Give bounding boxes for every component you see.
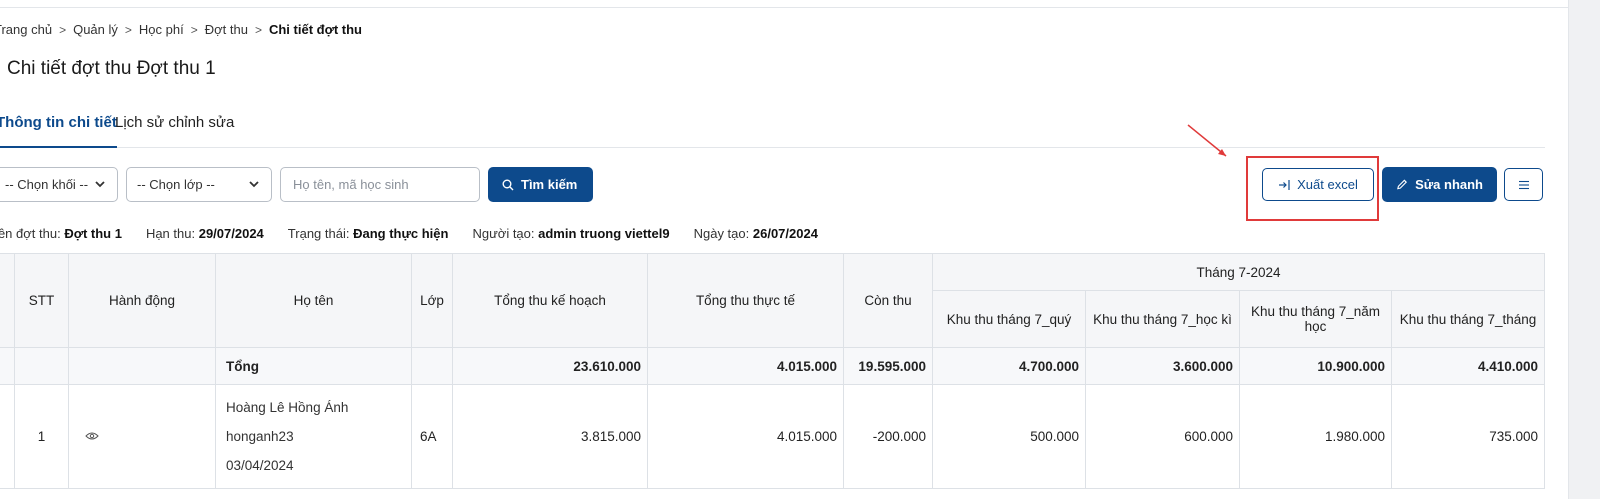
- info-created-value: 26/07/2024: [752, 226, 818, 241]
- grade-select-value: -- Chọn khối --: [5, 177, 89, 192]
- table-row: 1 Hoàng Lê Hồng Ánh honganh23 03/04/2024…: [0, 384, 1545, 489]
- info-creator-label: Người tạo:: [472, 226, 535, 241]
- grade-select[interactable]: -- Chọn khối --: [0, 167, 118, 202]
- row-student-username: honganh23: [226, 429, 294, 444]
- header-planned: Tổng thu kế hoạch: [452, 253, 648, 348]
- tab-history[interactable]: Lịch sử chỉnh sửa: [115, 114, 235, 131]
- quick-edit-label: Sửa nhanh: [1415, 177, 1483, 192]
- total-row: Tổng 23.610.000 4.015.000 19.595.000 4.7…: [0, 347, 1545, 385]
- chevron-down-icon: [249, 181, 259, 188]
- total-actual: 4.015.000: [647, 347, 844, 385]
- total-planned: 23.610.000: [452, 347, 648, 385]
- info-status: Trạng thái: Đang thực hiện: [288, 226, 449, 241]
- header-action: Hành động: [68, 253, 216, 348]
- header-sub-month: Khu thu tháng 7_tháng: [1391, 290, 1545, 348]
- search-button-label: Tìm kiếm: [521, 177, 578, 192]
- row-remaining: -200.000: [843, 384, 933, 489]
- row-sub-semester: 600.000: [1085, 384, 1240, 489]
- chevron-right-icon: >: [124, 22, 132, 37]
- row-sub-year: 1.980.000: [1239, 384, 1392, 489]
- info-status-value: Đang thực hiện: [353, 226, 449, 241]
- export-excel-button[interactable]: Xuất excel: [1262, 168, 1374, 201]
- row-sub-month: 735.000: [1391, 384, 1545, 489]
- info-deadline-value: 29/07/2024: [198, 226, 264, 241]
- total-cell-empty: [411, 347, 453, 385]
- total-remaining: 19.595.000: [843, 347, 933, 385]
- chevron-down-icon: [95, 181, 105, 188]
- total-sub-quarter: 4.700.000: [932, 347, 1086, 385]
- chevron-right-icon: >: [190, 22, 198, 37]
- info-creator-value: admin truong viettel9: [538, 226, 670, 241]
- menu-button[interactable]: [1504, 168, 1543, 201]
- header-name: Họ tên: [215, 253, 412, 348]
- total-cell-empty: [0, 347, 15, 385]
- row-student-name: Hoàng Lê Hồng Ánh: [226, 400, 349, 415]
- chevron-right-icon: >: [254, 22, 262, 37]
- info-status-label: Trạng thái:: [287, 226, 350, 241]
- info-deadline-label: Hạn thu:: [145, 226, 196, 241]
- search-input[interactable]: [280, 167, 480, 202]
- class-select[interactable]: -- Chọn lớp --: [126, 167, 272, 202]
- row-student: Hoàng Lê Hồng Ánh honganh23 03/04/2024: [215, 384, 412, 489]
- fee-table: STT Hành động Họ tên Lớp Tổng thu kế hoạ…: [0, 253, 1545, 489]
- row-student-dob: 03/04/2024: [226, 458, 294, 473]
- total-cell-empty: [68, 347, 216, 385]
- class-select-value: -- Chọn lớp --: [137, 177, 215, 192]
- eye-icon[interactable]: [85, 431, 99, 441]
- row-class: 6A: [411, 384, 453, 489]
- header-sub-semester: Khu thu tháng 7_học kì: [1085, 290, 1240, 348]
- row-actual: 4.015.000: [647, 384, 844, 489]
- header-month-group: Tháng 7-2024: [932, 253, 1545, 291]
- breadcrumb-tuition[interactable]: Học phí: [138, 22, 184, 37]
- breadcrumb-current: Chi tiết đợt thu: [268, 22, 362, 37]
- info-creator: Người tạo: admin truong viettel9: [472, 226, 669, 241]
- tab-bar: Thông tin chi tiết Lịch sử chỉnh sửa: [0, 104, 1545, 148]
- breadcrumb-batch[interactable]: Đợt thu: [204, 22, 248, 37]
- batch-info: Tên đợt thu: Đợt thu 1 Hạn thu: 29/07/20…: [0, 226, 818, 241]
- chevron-right-icon: >: [59, 22, 67, 37]
- row-sub-quarter: 500.000: [932, 384, 1086, 489]
- header-stt: STT: [14, 253, 69, 348]
- row-stt: 1: [14, 384, 69, 489]
- breadcrumb-manage[interactable]: Quản lý: [73, 22, 118, 37]
- quick-edit-button[interactable]: Sửa nhanh: [1382, 167, 1497, 202]
- total-label: Tổng: [215, 347, 412, 385]
- scrollbar-track[interactable]: [1568, 0, 1600, 499]
- breadcrumb: Trang chủ > Quản lý > Học phí > Đợt thu …: [0, 22, 362, 37]
- tab-details[interactable]: Thông tin chi tiết: [0, 114, 117, 148]
- info-batch: Tên đợt thu: Đợt thu 1: [0, 226, 122, 241]
- total-sub-month: 4.410.000: [1391, 347, 1545, 385]
- info-created-label: Ngày tạo:: [693, 226, 750, 241]
- pencil-icon: [1397, 179, 1408, 190]
- search-button[interactable]: Tìm kiếm: [488, 167, 593, 202]
- header-checkbox: [0, 253, 15, 348]
- export-excel-label: Xuất excel: [1297, 177, 1358, 192]
- header-sub-year: Khu thu tháng 7_năm học: [1239, 290, 1392, 348]
- header-actual: Tổng thu thực tế: [647, 253, 844, 348]
- annotation-arrow: [1187, 124, 1227, 157]
- total-sub-semester: 3.600.000: [1085, 347, 1240, 385]
- row-action: [68, 384, 216, 489]
- row-planned: 3.815.000: [452, 384, 648, 489]
- search-icon: [502, 179, 514, 190]
- annotation-highlight-box: [1246, 156, 1379, 221]
- info-created: Ngày tạo: 26/07/2024: [694, 226, 818, 241]
- hamburger-icon: [1518, 180, 1529, 189]
- info-batch-label: Tên đợt thu:: [0, 226, 61, 241]
- header-class: Lớp: [411, 253, 453, 348]
- total-cell-empty: [14, 347, 69, 385]
- total-sub-year: 10.900.000: [1239, 347, 1392, 385]
- top-border: [0, 0, 1568, 8]
- page-title: Chi tiết đợt thu Đợt thu 1: [7, 58, 216, 79]
- export-icon: [1279, 179, 1290, 190]
- row-cell-empty: [0, 384, 15, 489]
- breadcrumb-home[interactable]: Trang chủ: [0, 22, 53, 37]
- header-remaining: Còn thu: [843, 253, 933, 348]
- header-sub-quarter: Khu thu tháng 7_quý: [932, 290, 1086, 348]
- info-batch-value: Đợt thu 1: [64, 226, 122, 241]
- info-deadline: Hạn thu: 29/07/2024: [146, 226, 264, 241]
